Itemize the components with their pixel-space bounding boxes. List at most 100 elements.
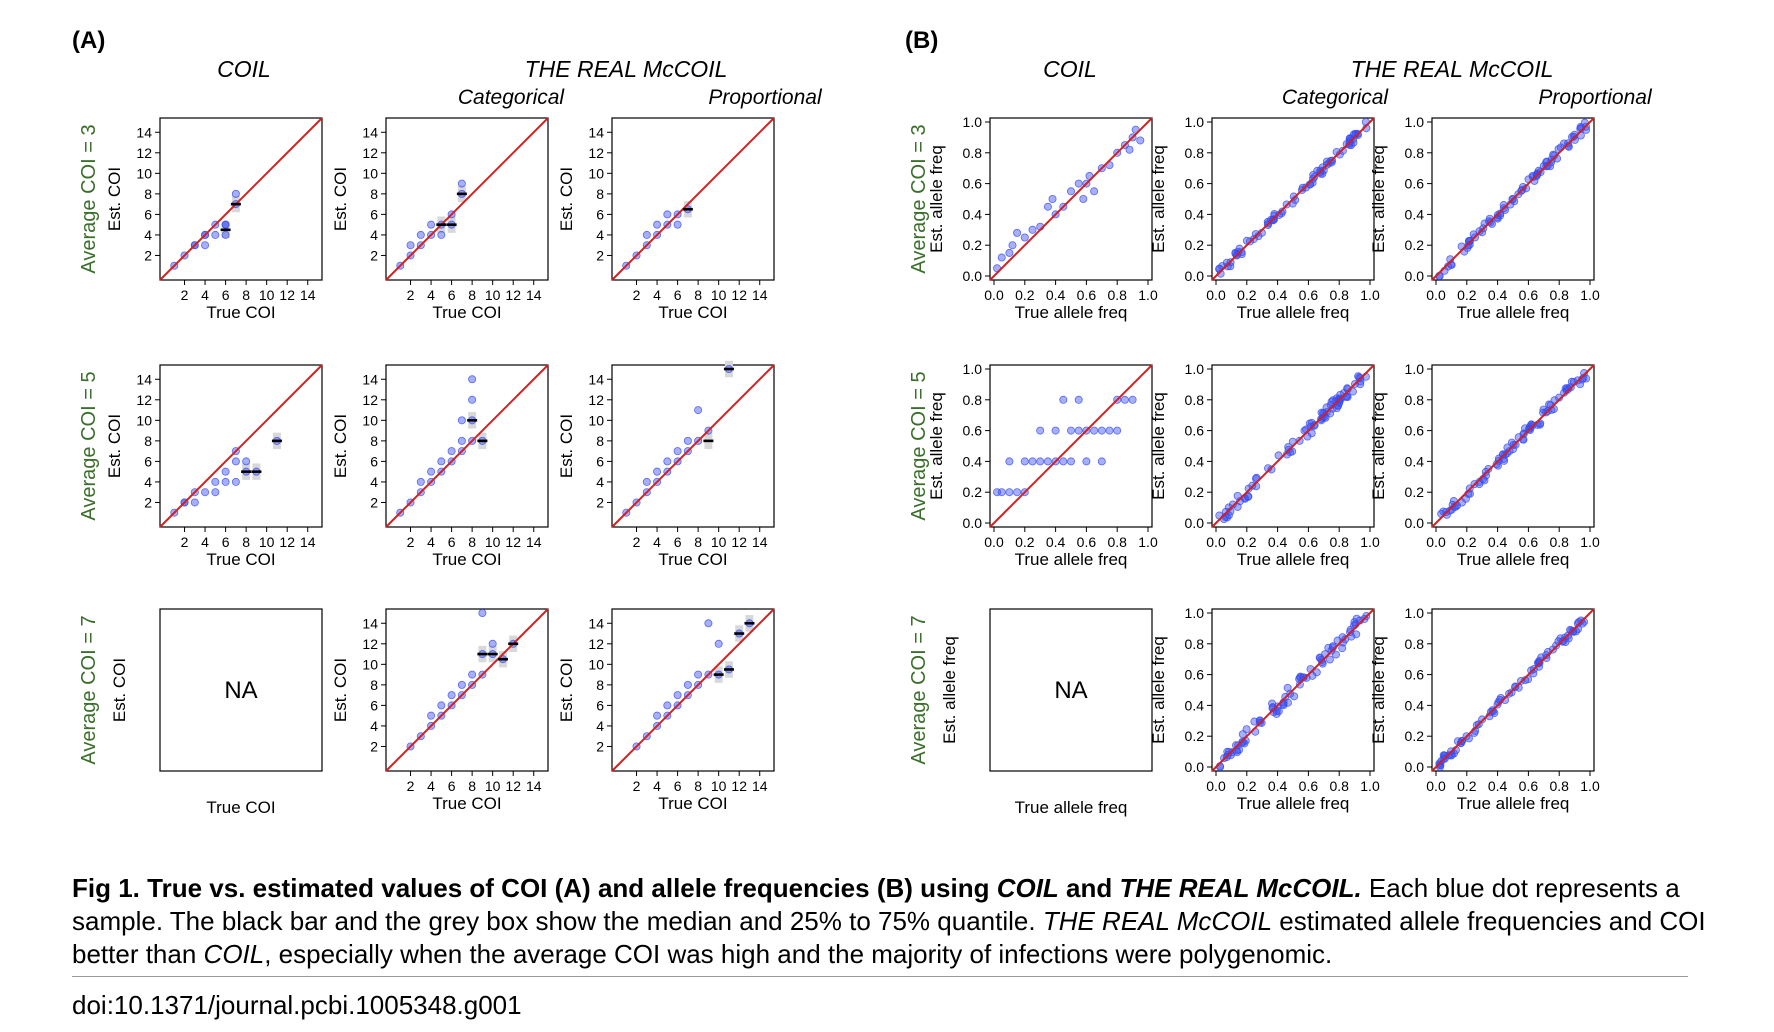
y-tick-label: 4 — [596, 227, 604, 243]
data-point — [1528, 173, 1537, 182]
x-tick-label: 12 — [279, 287, 295, 303]
plot-frame — [385, 117, 549, 281]
y-tick-label: 1.0 — [1405, 605, 1425, 621]
y-tick-label: 0.4 — [1405, 697, 1425, 713]
x-tick-label: 1.0 — [1138, 287, 1158, 303]
x-axis-label: True allele freq — [1015, 550, 1128, 569]
data-point — [704, 619, 713, 628]
caption-italic-coil: COIL — [203, 939, 265, 969]
row-label: Average COI = 7 — [908, 615, 930, 764]
plot-frame — [611, 364, 775, 528]
y-axis-label: Est. allele freq — [1149, 636, 1168, 744]
y-tick-label: 1.0 — [963, 114, 983, 130]
x-tick-label: 0.6 — [1299, 287, 1319, 303]
x-tick-label: 10 — [485, 778, 501, 794]
identity-line — [1431, 364, 1595, 528]
y-tick-label: 12 — [136, 145, 152, 161]
doi-link[interactable]: doi:10.1371/journal.pcbi.1005348.g001 — [72, 990, 522, 1020]
data-point — [1318, 163, 1327, 172]
data-point — [242, 457, 251, 466]
x-axis-label: True COI — [658, 794, 727, 813]
data-point — [1013, 488, 1022, 497]
caption-text-1: Each blue dot represents a sample. The b… — [72, 873, 1680, 936]
data-point — [1576, 380, 1585, 389]
data-point — [1235, 745, 1244, 754]
x-tick-label: 8 — [694, 534, 702, 550]
y-axis-label: Est. COI — [557, 414, 576, 478]
x-tick-label: 4 — [653, 778, 661, 794]
data-point — [1494, 454, 1503, 463]
data-point — [406, 241, 415, 250]
x-tick-label: 2 — [181, 534, 189, 550]
identity-line — [1211, 608, 1375, 772]
y-tick-label: 0.8 — [1405, 392, 1425, 408]
x-tick-label: 12 — [731, 287, 747, 303]
data-point — [1350, 618, 1359, 627]
row-label: Average COI = 3 — [78, 124, 100, 273]
x-tick-label: 14 — [526, 778, 542, 794]
y-tick-label: 10 — [362, 656, 378, 672]
plot-frame — [611, 117, 775, 281]
subplot-b-2-proportional: 0.00.0 0.2 0.2 0.4 0.4 0.6 0.6 0.8 0.8 1.0 1.0 True… — [1369, 361, 1600, 569]
x-tick-label: 0.0 — [984, 534, 1004, 550]
x-tick-label: 0.2 — [1237, 778, 1257, 794]
y-tick-label: 0.6 — [1185, 667, 1205, 683]
identity-line — [385, 364, 549, 528]
x-axis-label: True allele freq — [1457, 794, 1570, 813]
data-point — [468, 395, 477, 404]
y-tick-label: 0.4 — [1405, 453, 1425, 469]
y-tick-label: 4 — [144, 474, 152, 490]
y-tick-label: 14 — [136, 371, 152, 387]
data-point — [1079, 194, 1088, 203]
y-axis-label: Est. allele freq — [1369, 636, 1388, 744]
data-point — [1043, 457, 1052, 466]
data-point — [488, 639, 497, 648]
y-axis-label: Est. allele freq — [1369, 392, 1388, 500]
data-point — [1267, 465, 1276, 474]
data-point — [1340, 388, 1349, 397]
data-point — [1228, 500, 1237, 509]
x-tick-label: 4 — [427, 287, 435, 303]
plot-frame — [989, 364, 1153, 528]
plot-frame — [159, 364, 323, 528]
y-tick-label: 0.2 — [1405, 484, 1425, 500]
y-tick-label: 14 — [588, 615, 604, 631]
y-tick-label: 0.2 — [1185, 484, 1205, 500]
data-point — [1535, 420, 1544, 429]
x-axis-label: True COI — [432, 303, 501, 322]
x-tick-label: 0.8 — [1549, 778, 1569, 794]
identity-line — [1431, 608, 1595, 772]
data-point — [1242, 725, 1251, 734]
data-point — [1244, 484, 1253, 493]
identity-line — [1211, 117, 1375, 281]
data-point — [1542, 653, 1551, 662]
x-tick-label: 0.2 — [1015, 287, 1035, 303]
y-axis-label: Est. allele freq — [927, 392, 946, 500]
data-point — [1043, 202, 1052, 211]
data-point — [1324, 643, 1333, 652]
data-point — [1028, 225, 1037, 234]
y-tick-label: 0.2 — [1185, 237, 1205, 253]
data-point — [221, 220, 230, 229]
y-tick-label: 14 — [588, 371, 604, 387]
y-tick-label: 6 — [144, 453, 152, 469]
data-point — [1136, 136, 1145, 145]
y-tick-label: 14 — [136, 124, 152, 140]
x-tick-label: 1.0 — [1360, 287, 1380, 303]
data-point — [457, 416, 466, 425]
x-tick-label: 1.0 — [1360, 534, 1380, 550]
x-axis-label: True allele freq — [1015, 303, 1128, 322]
x-tick-label: 0.2 — [1237, 287, 1257, 303]
x-tick-label: 6 — [448, 534, 456, 550]
caption-text-2: estimated allele frequencies and COI bet… — [72, 906, 1706, 969]
data-point — [1067, 426, 1076, 435]
data-point — [457, 179, 466, 188]
x-axis-label: True COI — [206, 303, 275, 322]
plot-frame — [989, 608, 1153, 772]
data-point — [1320, 412, 1329, 421]
data-point — [683, 436, 692, 445]
data-point — [416, 477, 425, 486]
